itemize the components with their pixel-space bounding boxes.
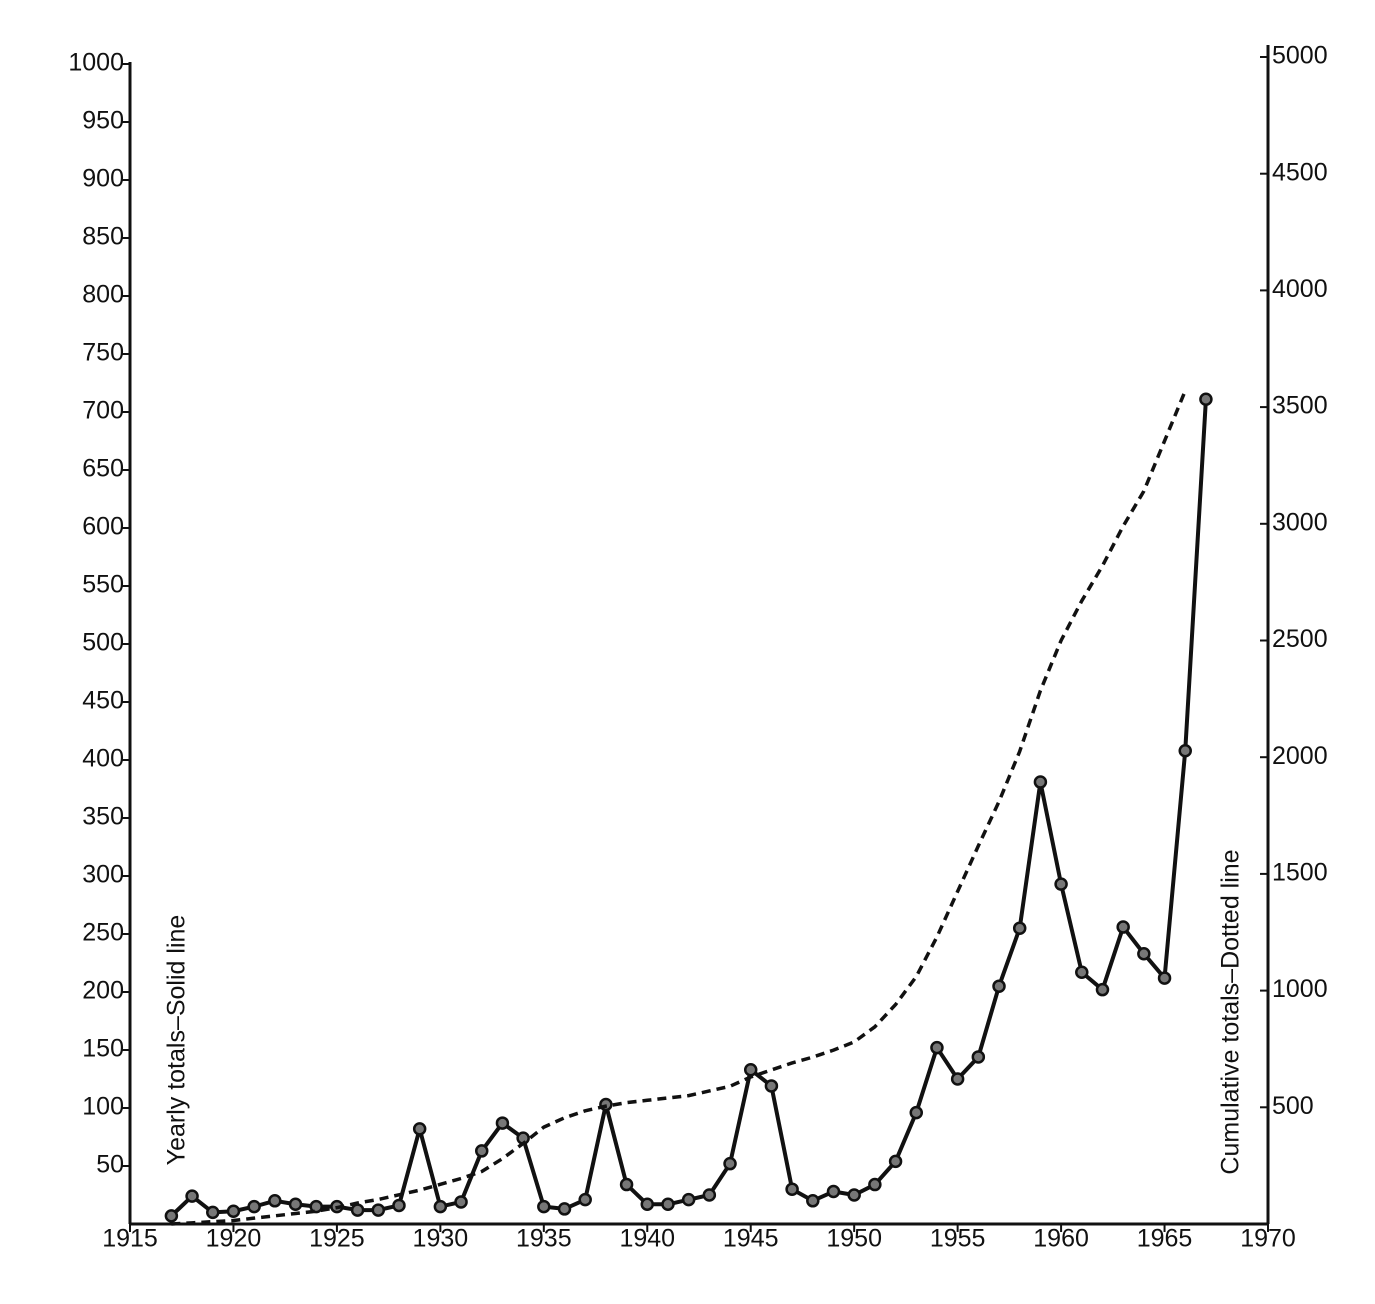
x-tick-label: 1955 — [930, 1225, 986, 1253]
data-point — [578, 1192, 592, 1207]
data-point — [392, 1198, 406, 1213]
y-tick-label: 250 — [82, 919, 124, 947]
x-tick-label: 1940 — [619, 1225, 675, 1253]
data-point — [661, 1197, 675, 1212]
y-tick-label: 600 — [82, 513, 124, 541]
data-point — [785, 1182, 799, 1196]
data-point — [681, 1192, 696, 1207]
data-point — [743, 1062, 758, 1077]
y-tick-label: 200 — [82, 977, 124, 1005]
y-tick-label: 500 — [82, 629, 124, 657]
x-tick-label: 1970 — [1240, 1225, 1296, 1253]
data-point — [309, 1199, 323, 1214]
data-point — [537, 1199, 551, 1214]
data-point — [1178, 743, 1192, 758]
y2-tick-label: 4500 — [1272, 158, 1328, 186]
y-tick-label: 450 — [82, 687, 124, 715]
x-tick-label: 1965 — [1137, 1225, 1193, 1253]
y2-tick-label: 1000 — [1272, 975, 1328, 1003]
data-point — [474, 1144, 489, 1158]
y-axis-label: Yearly totals–Solid line — [163, 915, 191, 1166]
y-tick-label: 100 — [82, 1093, 124, 1121]
data-point — [1116, 920, 1130, 934]
data-point — [868, 1177, 882, 1192]
x-tick-label: 1925 — [309, 1225, 365, 1253]
y-tick-label: 150 — [82, 1035, 124, 1063]
data-point — [764, 1079, 779, 1093]
data-point — [847, 1188, 861, 1202]
y-tick-label: 750 — [82, 339, 124, 367]
data-point — [206, 1205, 220, 1220]
x-tick-label: 1920 — [206, 1225, 262, 1253]
data-point — [950, 1072, 965, 1086]
x-tick-label: 1915 — [102, 1225, 158, 1253]
y-tick-label: 650 — [82, 455, 124, 483]
data-point — [226, 1204, 241, 1218]
y-tick-label: 300 — [82, 861, 124, 889]
data-point — [557, 1202, 572, 1216]
data-point — [495, 1116, 510, 1130]
data-point — [619, 1177, 634, 1192]
data-point — [371, 1203, 386, 1217]
cumulative-line — [171, 390, 1187, 1226]
data-point — [412, 1122, 427, 1136]
y-tick-label: 350 — [82, 803, 124, 831]
y2-tick-label: 1500 — [1272, 859, 1328, 887]
data-point — [702, 1188, 717, 1202]
data-point — [640, 1197, 655, 1212]
data-point — [826, 1184, 841, 1199]
y2-tick-label: 500 — [1272, 1092, 1314, 1120]
data-point — [268, 1194, 282, 1208]
x-tick-label: 1945 — [723, 1225, 779, 1253]
data-point — [930, 1040, 944, 1055]
y-tick-label: 1000 — [68, 49, 124, 77]
x-tick-label: 1930 — [413, 1225, 469, 1253]
data-point — [1199, 392, 1213, 406]
data-point — [888, 1154, 903, 1169]
y-tick-label: 800 — [82, 281, 124, 309]
y2-axis-label: Cumulative totals–Dotted line — [1217, 849, 1245, 1174]
data-point — [909, 1105, 924, 1120]
x-tick-label: 1950 — [826, 1225, 882, 1253]
data-point — [454, 1195, 468, 1209]
data-point — [433, 1199, 448, 1214]
y-tick-label: 550 — [82, 571, 124, 599]
data-point — [1157, 971, 1172, 985]
y-tick-label: 900 — [82, 165, 124, 193]
data-point — [247, 1199, 261, 1214]
y2-tick-label: 2500 — [1272, 625, 1328, 653]
data-point — [1033, 775, 1048, 789]
data-point — [723, 1156, 737, 1171]
y2-tick-label: 4000 — [1272, 275, 1328, 303]
data-point — [1095, 982, 1110, 997]
y2-tick-label: 3000 — [1272, 508, 1328, 536]
data-point — [185, 1189, 199, 1203]
y-tick-label: 400 — [82, 745, 124, 773]
y2-tick-label: 5000 — [1272, 42, 1328, 70]
y-tick-label: 850 — [82, 223, 124, 251]
data-point — [1137, 946, 1151, 961]
y-tick-label: 50 — [96, 1151, 124, 1179]
y-tick-label: 700 — [82, 397, 124, 425]
data-point — [1054, 877, 1068, 891]
data-point — [971, 1050, 986, 1064]
data-point — [992, 979, 1006, 993]
data-point — [288, 1197, 303, 1212]
y2-tick-label: 3500 — [1272, 392, 1328, 420]
data-point — [164, 1209, 179, 1223]
data-point — [1012, 921, 1027, 935]
data-point — [806, 1194, 820, 1208]
data-point — [1075, 965, 1089, 980]
x-tick-label: 1960 — [1033, 1225, 1089, 1253]
x-tick-label: 1935 — [516, 1225, 572, 1253]
y-tick-label: 950 — [82, 107, 124, 135]
data-point — [350, 1203, 365, 1217]
y2-tick-label: 2000 — [1272, 742, 1328, 770]
